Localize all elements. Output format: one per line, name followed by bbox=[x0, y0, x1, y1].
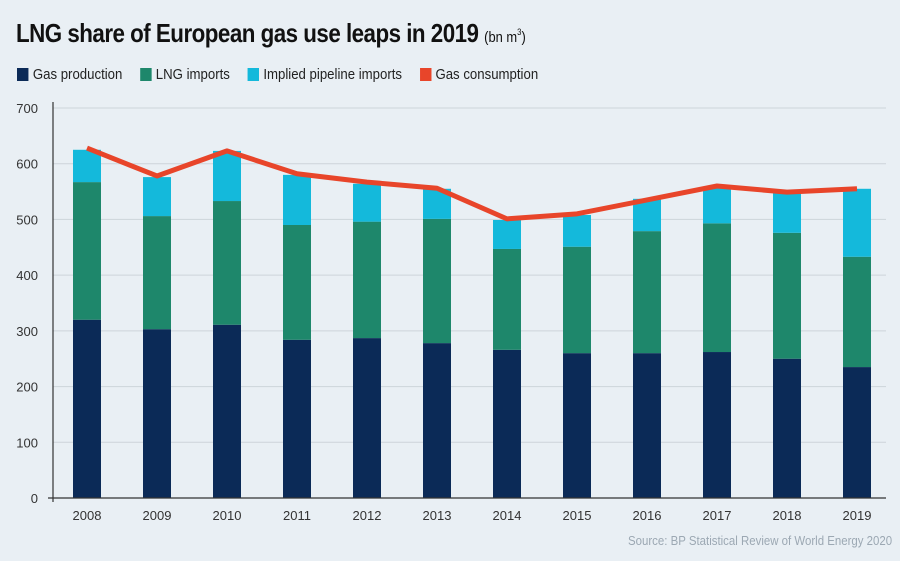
x-tick-label: 2015 bbox=[563, 508, 592, 523]
bar-gas-production bbox=[493, 349, 521, 498]
bar-gas-production bbox=[843, 367, 871, 498]
bar-implied-pipeline-imports bbox=[283, 174, 311, 225]
x-tick-label: 2008 bbox=[73, 508, 102, 523]
bar-lng-imports bbox=[773, 232, 801, 359]
legend-label: LNG imports bbox=[155, 66, 230, 83]
source-note: Source: BP Statistical Review of World E… bbox=[627, 533, 892, 548]
bar-gas-production bbox=[563, 353, 591, 498]
bar-lng-imports bbox=[353, 221, 381, 339]
bar-gas-production bbox=[423, 343, 451, 498]
bar-lng-imports bbox=[493, 248, 521, 350]
x-tick-label: 2010 bbox=[213, 508, 242, 523]
bar-gas-production bbox=[773, 358, 801, 498]
legend-swatch bbox=[419, 68, 432, 81]
bar-gas-production bbox=[283, 339, 311, 498]
bar-implied-pipeline-imports bbox=[73, 149, 101, 183]
bar-implied-pipeline-imports bbox=[493, 219, 521, 249]
legend-swatch bbox=[17, 68, 29, 81]
y-tick-label: 400 bbox=[16, 268, 38, 283]
y-tick-label: 700 bbox=[16, 101, 38, 116]
bar-lng-imports bbox=[703, 223, 731, 353]
unit-close: ) bbox=[521, 29, 526, 46]
y-tick-label: 0 bbox=[31, 491, 38, 506]
bar-lng-imports bbox=[73, 182, 101, 320]
bar-implied-pipeline-imports bbox=[773, 193, 801, 233]
x-tick-label: 2017 bbox=[703, 508, 732, 523]
bar-implied-pipeline-imports bbox=[703, 188, 731, 224]
consumption-line bbox=[86, 145, 858, 222]
y-tick-label: 300 bbox=[16, 324, 38, 339]
bar-lng-imports bbox=[143, 216, 171, 330]
bar-implied-pipeline-imports bbox=[353, 183, 381, 222]
chart-title: LNG share of European gas use leaps in 2… bbox=[16, 18, 526, 49]
bar-gas-production bbox=[353, 338, 381, 498]
bar-gas-production bbox=[143, 329, 171, 498]
chart-title-text: LNG share of European gas use leaps in 2… bbox=[16, 18, 479, 48]
y-tick-label: 200 bbox=[16, 380, 38, 395]
y-tick-label: 500 bbox=[16, 212, 38, 227]
bar-lng-imports bbox=[563, 246, 591, 354]
legend-label: Implied pipeline imports bbox=[263, 66, 402, 83]
legend-label: Gas consumption bbox=[435, 66, 539, 83]
legend-label: Gas production bbox=[32, 66, 123, 83]
chart-title-unit: (bn m3) bbox=[484, 27, 526, 46]
bar-gas-production bbox=[73, 319, 101, 498]
bars bbox=[73, 149, 871, 498]
x-tick-label: 2019 bbox=[843, 508, 872, 523]
bar-gas-production bbox=[633, 353, 661, 498]
bar-lng-imports bbox=[283, 225, 311, 340]
unit-text: (bn m bbox=[484, 29, 518, 46]
legend-swatch bbox=[247, 68, 259, 81]
line-gas-consumption bbox=[86, 145, 858, 222]
legend: Gas production LNG imports Implied pipel… bbox=[17, 66, 556, 83]
y-axis-ticks: 0 100 200 300 400 500 600 700 bbox=[16, 101, 38, 506]
bar-gas-production bbox=[213, 324, 241, 498]
x-tick-label: 2012 bbox=[353, 508, 382, 523]
bar-lng-imports bbox=[423, 218, 451, 344]
bar-lng-imports bbox=[843, 256, 871, 368]
bar-implied-pipeline-imports bbox=[843, 188, 871, 257]
gridlines bbox=[53, 107, 886, 443]
bar-lng-imports bbox=[213, 201, 241, 325]
bar-implied-pipeline-imports bbox=[143, 177, 171, 217]
legend-item-gas-production: Gas production bbox=[17, 66, 122, 83]
x-tick-label: 2014 bbox=[493, 508, 522, 523]
x-tick-label: 2009 bbox=[143, 508, 172, 523]
bar-gas-production bbox=[703, 352, 731, 498]
y-tick-label: 100 bbox=[16, 435, 38, 450]
legend-item-lng-imports: LNG imports bbox=[139, 66, 230, 83]
unit-superscript: 3 bbox=[517, 27, 522, 37]
x-tick-label: 2011 bbox=[283, 508, 311, 523]
axes bbox=[48, 102, 886, 502]
x-tick-label: 2018 bbox=[773, 508, 802, 523]
x-tick-label: 2013 bbox=[423, 508, 452, 523]
bar-implied-pipeline-imports bbox=[213, 150, 241, 202]
bar-implied-pipeline-imports bbox=[563, 214, 591, 247]
y-tick-label: 600 bbox=[16, 157, 38, 172]
legend-swatch bbox=[139, 68, 152, 81]
bar-lng-imports bbox=[633, 231, 661, 354]
x-tick-label: 2016 bbox=[633, 508, 662, 523]
x-axis-ticks: 2008 2009 2010 2011 2012 2013 2014 2015 2016 2017… bbox=[73, 508, 872, 523]
legend-item-pipeline-imports: Implied pipeline imports bbox=[247, 66, 402, 83]
legend-item-gas-consumption: Gas consumption bbox=[419, 66, 539, 83]
